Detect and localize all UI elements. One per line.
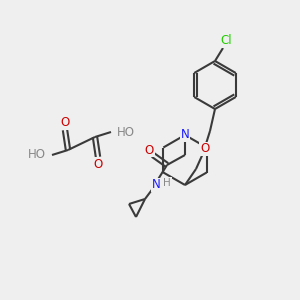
Text: N: N [152, 178, 160, 191]
Text: O: O [93, 158, 103, 170]
Text: Cl: Cl [220, 34, 232, 47]
Text: O: O [144, 143, 154, 157]
Text: O: O [200, 142, 210, 155]
Text: O: O [60, 116, 70, 130]
Text: H: H [163, 178, 171, 188]
Text: N: N [181, 128, 189, 142]
Text: HO: HO [117, 125, 135, 139]
Text: HO: HO [28, 148, 46, 161]
